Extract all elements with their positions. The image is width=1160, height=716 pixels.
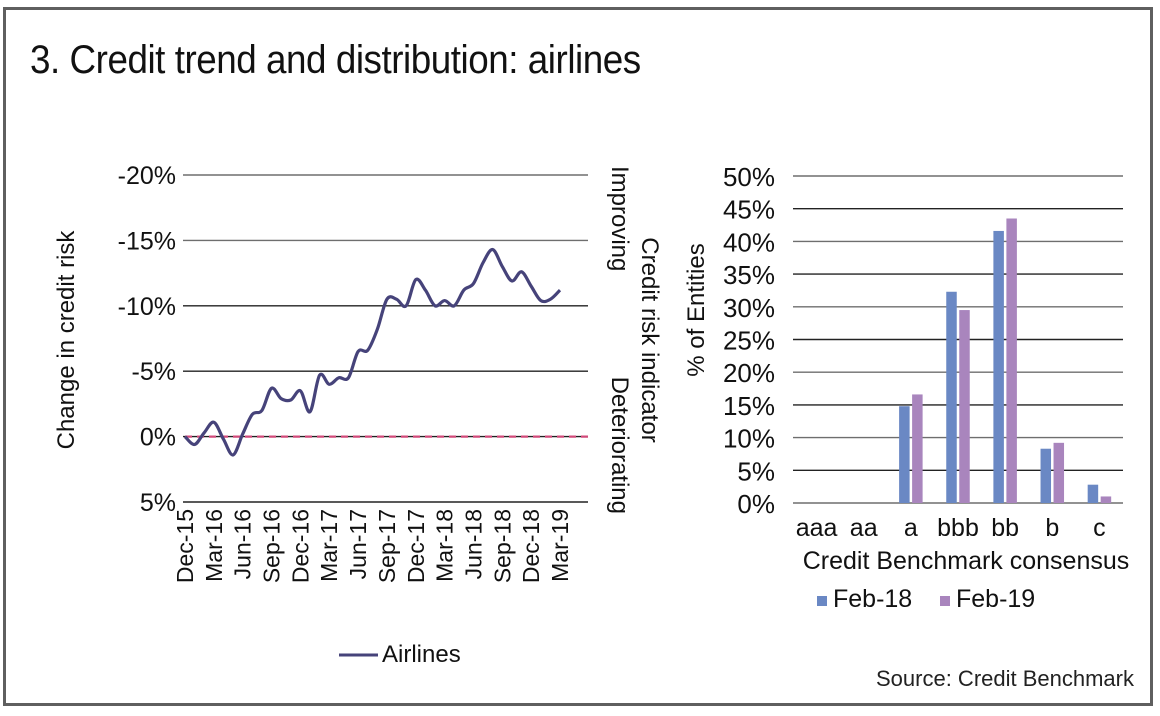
line-y-tick-label: -20% — [118, 162, 176, 190]
improving-label: Improving — [606, 166, 633, 271]
line-x-tick-label: Sep-16 — [259, 509, 285, 583]
line-x-tick-label: Dec-15 — [172, 509, 198, 583]
line-y-tick-label: 0% — [140, 424, 176, 452]
line-y-tick-label: -5% — [132, 358, 176, 386]
line-x-tick-label: Mar-18 — [432, 509, 458, 582]
line-x-tick-label: Dec-18 — [518, 509, 544, 583]
line-x-tick-label: Mar-17 — [316, 509, 342, 582]
line-x-tick-label: Mar-19 — [547, 509, 573, 582]
line-x-tick-label: Jun-18 — [460, 509, 486, 579]
deteriorating-label: Deteriorating — [606, 377, 633, 514]
line-chart: -20%-15%-10%-5%0%5% Dec-15 Mar-16 Jun-16 Se… — [53, 162, 663, 668]
line-legend: Airlines — [339, 641, 461, 668]
line-x-tick-label: Jun-16 — [230, 509, 256, 579]
line-y-tick-label: -10% — [118, 293, 176, 321]
legend-airlines-label: Airlines — [382, 641, 461, 668]
line-x-tick-label: Sep-18 — [489, 509, 515, 583]
line-x-tick-label: Sep-17 — [374, 509, 400, 583]
line-right-axis-title: Credit risk indicator — [636, 237, 663, 442]
line-y-tick-label: -15% — [118, 227, 176, 255]
line-x-tick-label: Dec-16 — [287, 509, 313, 583]
airlines-series-line — [183, 247, 562, 457]
source-note: Source: Credit Benchmark — [876, 666, 1134, 691]
line-y-tick-label: 5% — [140, 489, 176, 517]
line-x-tick-label: Dec-17 — [403, 509, 429, 583]
figure-title: 3. Credit trend and distribution: airlin… — [30, 38, 641, 82]
line-x-tick-label: Mar-16 — [201, 509, 227, 582]
line-x-tick-label: Jun-17 — [345, 509, 371, 579]
line-y-axis-title: Change in credit risk — [53, 230, 80, 450]
